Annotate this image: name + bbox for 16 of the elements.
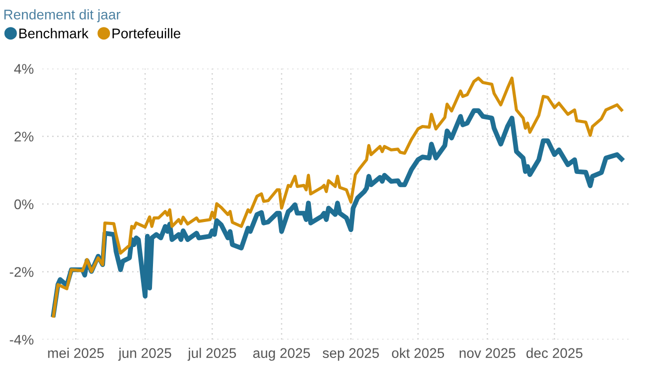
x-tick-label: dec 2025 bbox=[526, 348, 582, 358]
x-tick-label: jun 2025 bbox=[118, 348, 172, 361]
legend-label: Portefeuille bbox=[112, 28, 180, 38]
y-tick-label: -4% bbox=[10, 334, 34, 345]
x-tick-label: aug 2025 bbox=[253, 348, 310, 361]
legend-label: Benchmark bbox=[19, 28, 89, 38]
chart-title: Rendement dit jaar bbox=[4, 9, 120, 22]
x-tick-label: mei 2025 bbox=[48, 348, 104, 358]
x-tick-label: sep 2025 bbox=[322, 348, 379, 361]
y-tick-label: -2% bbox=[10, 267, 34, 277]
y-tick-label: 2% bbox=[14, 132, 34, 142]
x-tick-label: nov 2025 bbox=[460, 348, 516, 358]
x-tick-label: jul 2025 bbox=[188, 348, 236, 361]
y-tick-label: 0% bbox=[14, 199, 34, 210]
x-tick-label: okt 2025 bbox=[392, 348, 444, 358]
y-tick-label: 4% bbox=[14, 64, 34, 74]
